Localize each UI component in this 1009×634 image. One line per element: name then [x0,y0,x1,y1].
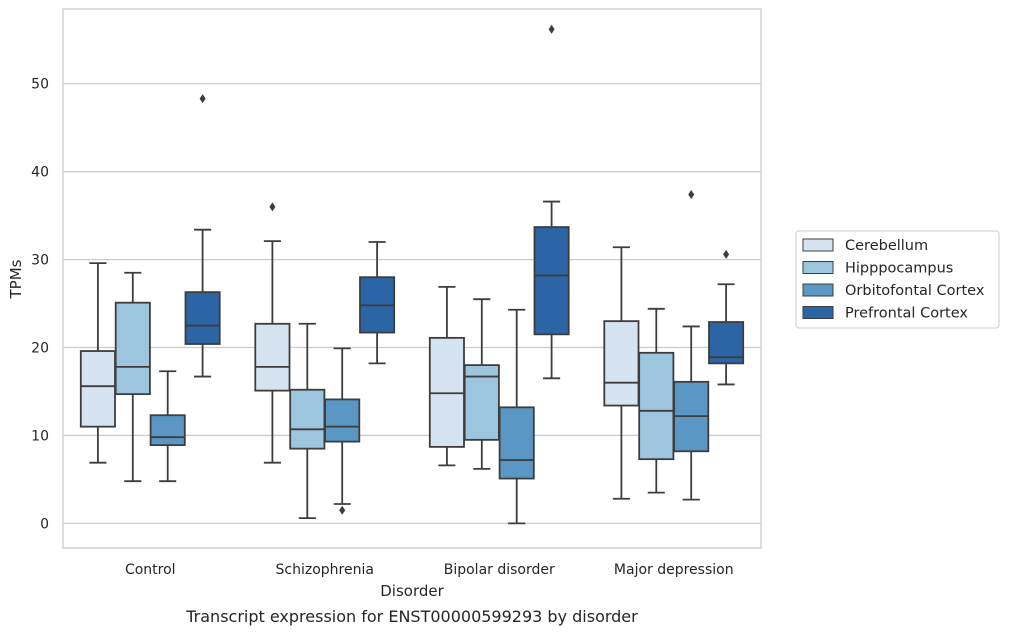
y-tick-label: 40 [31,165,49,181]
x-tick-label: Bipolar disorder [444,562,555,578]
y-tick-label: 20 [31,341,49,357]
x-tick-label: Control [125,562,176,578]
box-prefrontal-cortex [359,241,396,365]
legend-label: Cerebellum [845,238,928,254]
box-orbitofontal-cortex [149,370,186,483]
box-iqr [603,320,640,407]
plot-frame [62,8,762,549]
y-tick-label: 10 [31,428,49,444]
legend: Cerebellum Hipppocampus Orbitofontal Corte… [795,230,1000,329]
outlier-point [723,249,730,259]
box-iqr [638,351,675,461]
box-prefrontal-cortex [708,249,745,386]
y-tick-label: 30 [31,253,49,269]
legend-swatch [802,306,834,319]
legend-label: Hipppocampus [845,261,953,277]
box-cerebellum [603,246,640,500]
x-axis-label: Disorder [380,582,444,600]
box-iqr [254,322,291,392]
box-iqr [463,364,500,441]
box-orbitofontal-cortex [324,347,361,515]
box-iqr [114,301,151,396]
box-cerebellum [79,262,116,464]
box-hipppocampus [289,322,326,520]
outlier-point [339,505,346,515]
box-plots [79,24,745,525]
box-iqr [498,406,535,480]
y-tick-labels: 0 10 20 30 40 50 [31,77,49,533]
legend-swatch [802,283,834,297]
y-tick-label: 0 [40,516,49,532]
box-iqr [533,226,570,336]
box-orbitofontal-cortex [498,308,535,525]
box-hipppocampus [463,298,500,470]
outlier-point [688,190,695,200]
legend-label: Orbitofontal Cortex [845,283,985,299]
outlier-point [269,202,276,212]
box-prefrontal-cortex [184,94,221,378]
legend-swatch [802,261,834,274]
box-hipppocampus [638,307,675,494]
legend-label: Prefrontal Cortex [845,306,968,322]
x-tick-label: Schizophrenia [276,562,374,578]
y-tick-label: 50 [31,77,49,93]
box-cerebellum [254,202,291,464]
box-iqr [324,398,361,443]
legend-frame [795,230,1000,329]
box-iqr [289,388,326,450]
chart-caption: Transcript expression for ENST0000059929… [185,607,638,626]
box-orbitofontal-cortex [673,190,710,501]
box-prefrontal-cortex [533,24,570,380]
y-axis-label: TPMs [7,259,25,299]
box-iqr [184,291,221,345]
outlier-point [548,24,555,34]
outlier-point [199,94,206,104]
box-hipppocampus [114,271,151,483]
box-iqr [79,350,116,428]
box-iqr [149,414,186,447]
box-cerebellum [428,285,465,467]
x-tick-label: Major depression [614,562,734,578]
x-tick-labels: Control Schizophrenia Bipolar disorder Majo… [125,562,734,578]
legend-swatch [802,238,834,252]
